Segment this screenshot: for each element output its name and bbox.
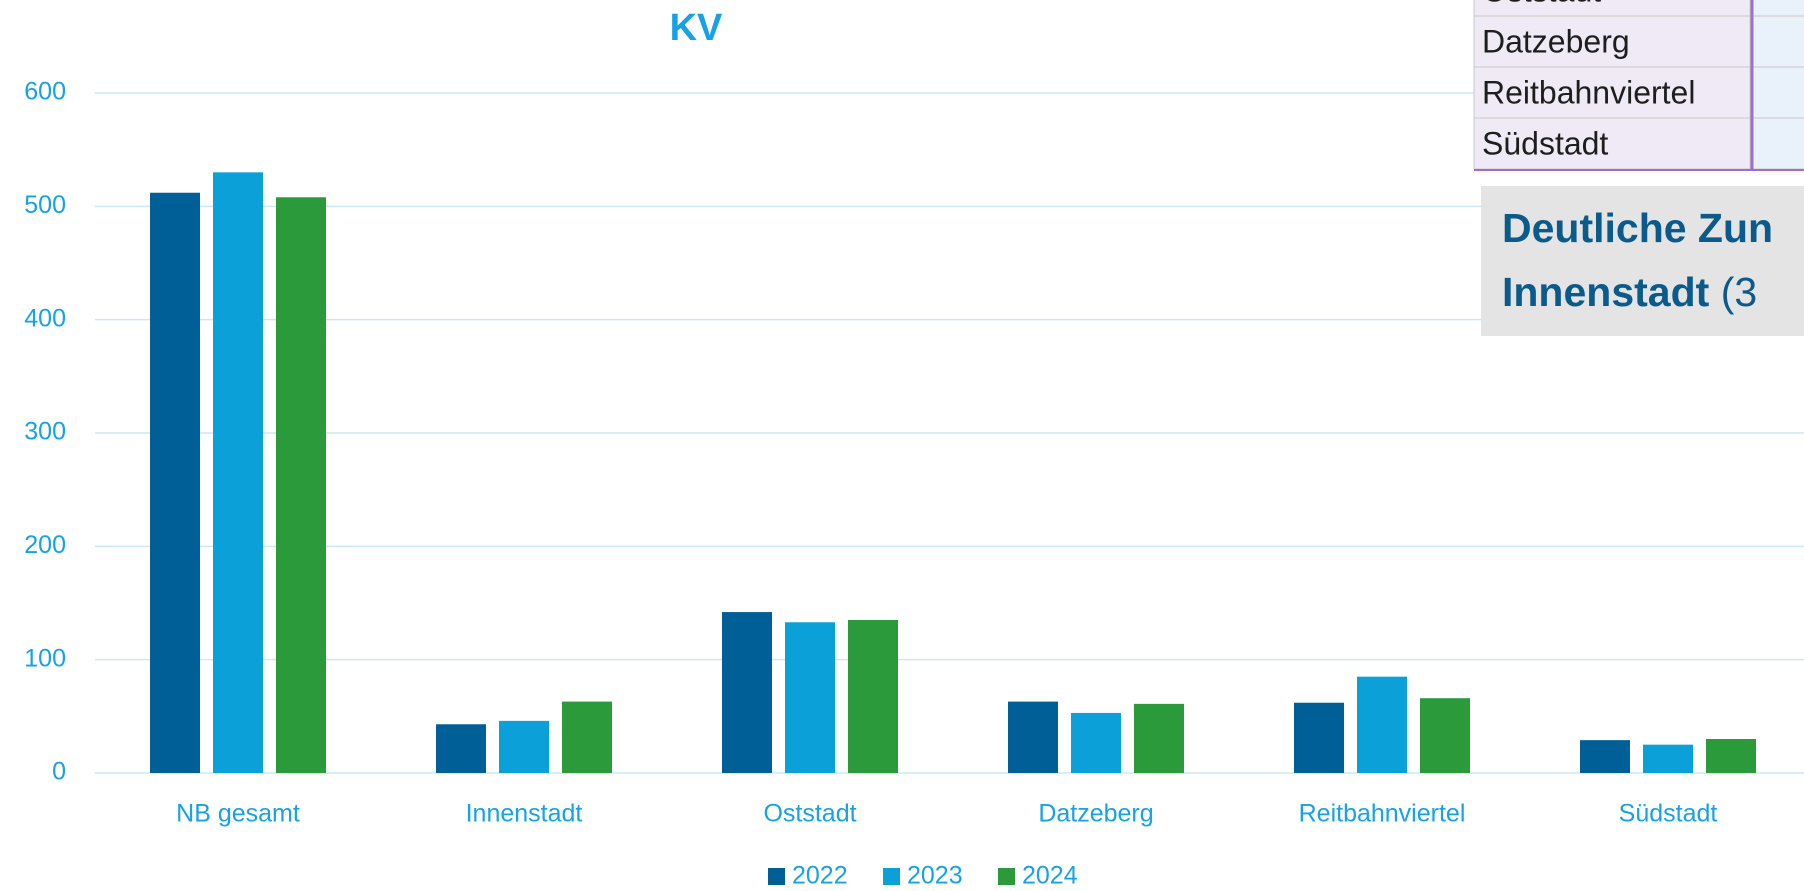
x-tick-label: Südstadt [1619, 800, 1718, 828]
table-cell [1751, 66, 1804, 119]
x-tick-label: NB gesamt [176, 800, 300, 828]
table-row-label: Oststadt [1482, 0, 1601, 8]
table-cell [1473, 117, 1751, 170]
bar [562, 701, 612, 773]
y-tick-label: 200 [24, 531, 66, 559]
y-tick-label: 600 [24, 78, 66, 106]
y-tick-label: 400 [24, 304, 66, 332]
table-cell [1751, 15, 1804, 68]
y-tick-label: 0 [52, 758, 66, 786]
table-cell [1751, 0, 1804, 17]
table-cell [1473, 66, 1751, 119]
x-tick-label: Innenstadt [466, 800, 583, 828]
x-tick-label: Datzeberg [1038, 800, 1153, 828]
legend-label: 2022 [792, 862, 848, 890]
bar [150, 192, 200, 773]
legend-swatch [998, 868, 1015, 885]
bar [1420, 698, 1470, 773]
bar [1134, 703, 1184, 773]
y-tick-label: 100 [24, 644, 66, 672]
y-tick-label: 500 [24, 191, 66, 219]
callout-bold: Innenstadt [1502, 269, 1710, 315]
table-cell [1473, 15, 1751, 68]
callout-box [1481, 186, 1804, 336]
bar [848, 620, 898, 773]
bar [1008, 701, 1058, 773]
callout-text: Deutliche Zun [1502, 205, 1773, 251]
legend-label: 2024 [1022, 862, 1078, 890]
bar [1580, 740, 1630, 773]
bar [1294, 702, 1344, 773]
table-cell [1751, 117, 1804, 170]
table-overlay: Oststadt Datzeberg Reitbahnviertel Südstadt… [1473, 0, 1804, 336]
bar [1071, 712, 1121, 773]
bar [1357, 676, 1407, 773]
callout-text: Innenstadt (3 [1502, 269, 1757, 315]
bar [213, 172, 263, 774]
bar [499, 720, 549, 773]
table-row-label: Datzeberg [1482, 23, 1630, 59]
bar [722, 612, 772, 773]
table-row-label: Reitbahnviertel [1482, 74, 1695, 110]
x-tick-label: Oststadt [763, 800, 856, 828]
bar [276, 197, 326, 773]
bar [1706, 739, 1756, 773]
chart-title: KV [670, 7, 723, 49]
bar [436, 724, 486, 773]
y-tick-label: 300 [24, 418, 66, 446]
x-tick-label: Reitbahnviertel [1299, 800, 1466, 828]
bar [785, 622, 835, 773]
legend-label: 2023 [907, 862, 963, 890]
legend-swatch [768, 868, 785, 885]
callout-rest: (3 [1721, 269, 1757, 315]
table-row-label: Südstadt [1482, 125, 1608, 161]
legend-swatch [883, 868, 900, 885]
bar [1643, 744, 1693, 773]
